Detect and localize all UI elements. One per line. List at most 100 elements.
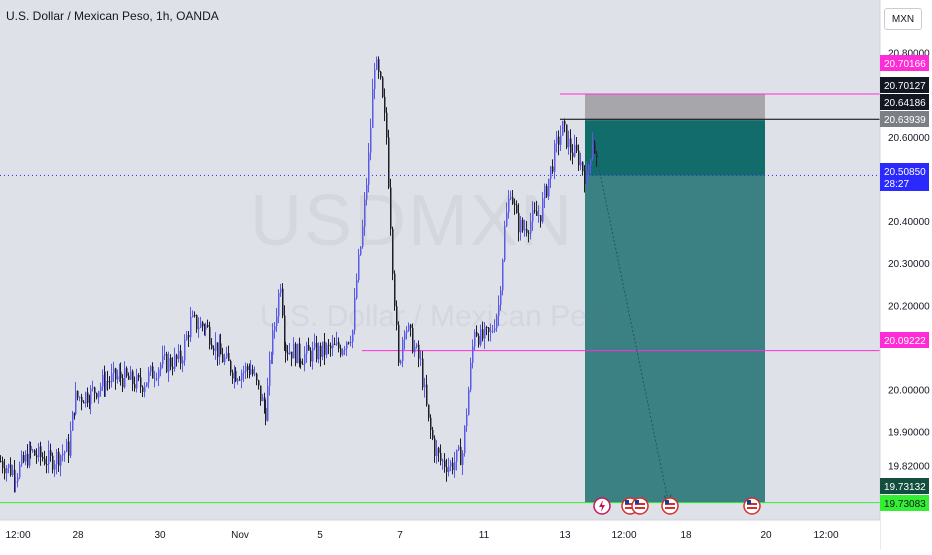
- price-label-box: [880, 163, 929, 191]
- candle-body: [476, 331, 478, 336]
- us-flag-event-icon[interactable]: [661, 497, 679, 515]
- candle-body: [36, 455, 38, 458]
- candle-body: [134, 384, 136, 389]
- candle-body: [274, 326, 276, 331]
- currency-button[interactable]: MXN: [884, 8, 922, 30]
- candle-body: [300, 360, 302, 364]
- candle-body: [372, 89, 374, 128]
- candle-body: [260, 385, 262, 402]
- candle-body: [14, 469, 16, 483]
- us-flag-event-icon[interactable]: [631, 497, 649, 515]
- candle-body: [468, 389, 470, 415]
- candle-body: [580, 162, 582, 166]
- candle-body: [262, 397, 264, 402]
- candle-body: [205, 324, 207, 331]
- x-tick-label: 13: [559, 530, 571, 541]
- time-axis[interactable]: [0, 520, 880, 550]
- candle-body: [390, 187, 392, 229]
- candle-body: [302, 363, 304, 365]
- candle-body: [456, 449, 458, 462]
- candle-body: [414, 346, 416, 353]
- candle-body: [358, 254, 360, 280]
- candle-body: [410, 324, 412, 328]
- candle-body: [574, 144, 576, 157]
- candle-body: [160, 364, 162, 370]
- price-label: 20.64186: [884, 98, 926, 109]
- x-tick-label: 18: [680, 530, 692, 541]
- candle-body: [364, 199, 366, 227]
- y-tick-label: 20.40000: [888, 217, 930, 228]
- price-label: 20.50850: [884, 167, 926, 178]
- candle-body: [310, 350, 312, 362]
- candle-body: [344, 348, 346, 350]
- candle-body: [291, 351, 293, 359]
- candle-body: [324, 341, 326, 355]
- candle-body: [8, 464, 10, 468]
- candle-body: [109, 381, 111, 383]
- candle-body: [245, 366, 247, 372]
- candle-body: [54, 464, 56, 470]
- candle-body: [98, 391, 100, 398]
- candle-body: [258, 380, 260, 386]
- candle-body: [498, 304, 500, 316]
- candle-body: [590, 159, 592, 166]
- candle-body: [27, 453, 29, 466]
- candle-body: [462, 453, 464, 465]
- y-tick-label: 20.00000: [888, 385, 930, 396]
- candle-body: [546, 186, 548, 197]
- price-label: 19.73083: [884, 499, 926, 510]
- price-label-box: [880, 77, 929, 93]
- candle-body: [68, 441, 70, 456]
- candle-body: [293, 344, 295, 359]
- candle-body: [306, 345, 308, 354]
- candle-body: [249, 370, 251, 374]
- candle-body: [219, 343, 221, 357]
- candle-body: [62, 453, 64, 456]
- candle-body: [428, 404, 430, 418]
- candle-body: [40, 446, 42, 457]
- candle-body: [380, 71, 382, 78]
- candle-body: [196, 315, 198, 330]
- candle-body: [322, 341, 324, 357]
- candle-body: [66, 441, 68, 452]
- candle-body: [235, 370, 237, 382]
- candle-body: [376, 59, 378, 70]
- candle-body: [105, 381, 107, 390]
- us-flag-event-icon[interactable]: [743, 497, 761, 515]
- candle-body: [400, 360, 402, 363]
- price-label: 20.70166: [884, 59, 926, 70]
- stop-loss-zone: [585, 94, 765, 121]
- candle-body: [382, 77, 384, 97]
- candle-body: [0, 461, 2, 463]
- candle-body: [396, 306, 398, 325]
- price-label: 20.63939: [884, 115, 926, 126]
- candle-body: [164, 353, 166, 356]
- candle-body: [12, 469, 14, 476]
- candle-body: [362, 226, 364, 247]
- price-label-box: [880, 495, 929, 511]
- candle-body: [392, 228, 394, 274]
- candle-body: [326, 344, 328, 355]
- candle-body: [486, 326, 488, 328]
- flag-stripe: [747, 503, 757, 505]
- candle-body: [460, 446, 462, 465]
- flag-stripe: [665, 503, 675, 505]
- candle-body: [588, 165, 590, 171]
- candle-body: [256, 373, 258, 381]
- candle-body: [388, 137, 390, 188]
- candle-body: [295, 344, 297, 364]
- candle-body: [552, 166, 554, 172]
- candle-body: [308, 345, 310, 351]
- candle-body: [230, 360, 232, 373]
- candle-body: [406, 330, 408, 333]
- candle-body: [332, 343, 334, 349]
- candle-body: [544, 186, 546, 199]
- flag-stripe: [635, 503, 645, 505]
- candle-body: [386, 112, 388, 138]
- candle-body: [420, 358, 422, 360]
- candle-body: [370, 127, 372, 153]
- candle-body: [314, 342, 316, 348]
- candle-body: [352, 330, 354, 342]
